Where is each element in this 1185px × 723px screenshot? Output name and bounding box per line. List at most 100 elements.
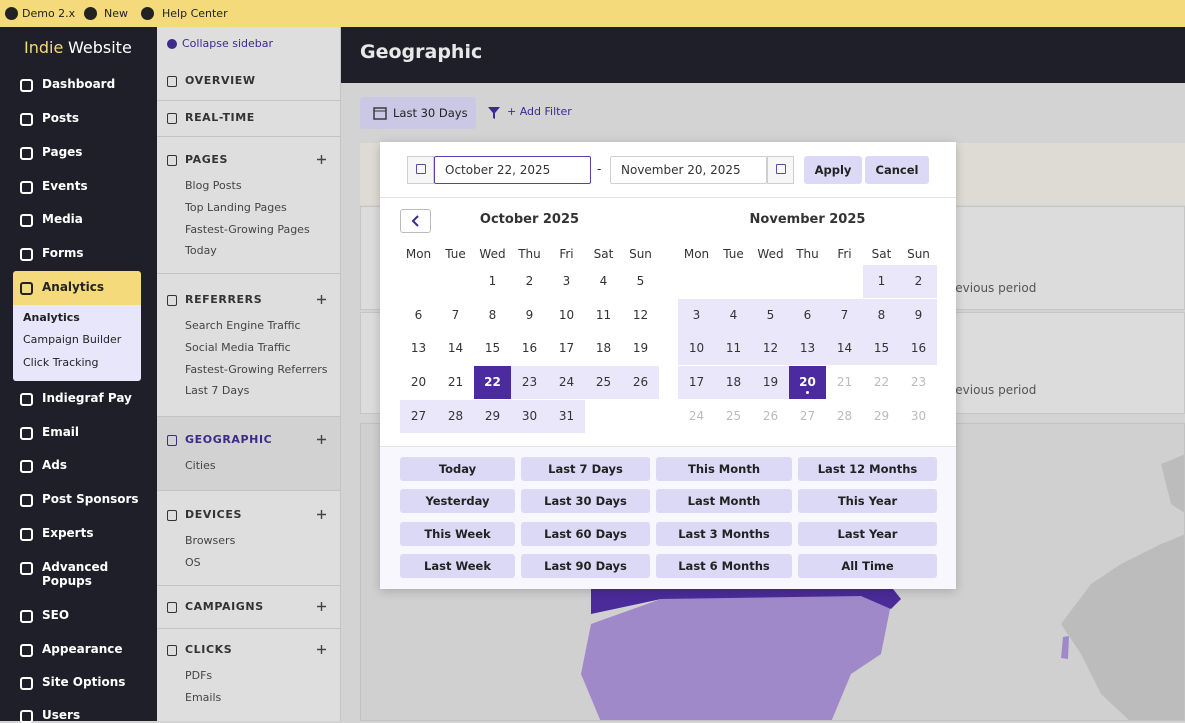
day[interactable]: 3 (562, 274, 571, 288)
day[interactable]: 26 (622, 366, 659, 400)
day[interactable]: 16 (521, 341, 538, 356)
day[interactable]: 12 (752, 332, 789, 366)
preset-button[interactable]: Today (400, 457, 515, 481)
day[interactable]: 9 (900, 298, 937, 332)
expand-icon[interactable] (316, 434, 327, 445)
expand-icon[interactable] (316, 294, 327, 305)
day[interactable]: 14 (447, 341, 464, 356)
preset-button[interactable]: Last 6 Months (656, 553, 792, 578)
preset-button[interactable]: Yesterday (400, 489, 515, 514)
collapse-link[interactable]: Collapse sidebar (182, 37, 274, 50)
submenu-item[interactable]: Campaign Builder (23, 333, 122, 346)
day[interactable]: 11 (595, 307, 612, 322)
day[interactable]: 22 (474, 366, 511, 400)
day[interactable]: 18 (715, 366, 752, 400)
day[interactable]: 27 (400, 399, 437, 433)
day[interactable]: 2 (900, 265, 937, 298)
menu-item[interactable]: Users (42, 708, 81, 722)
section-link[interactable]: Last 7 Days (185, 384, 250, 397)
day[interactable]: 12 (632, 307, 649, 322)
day[interactable]: 15 (484, 341, 501, 356)
day[interactable]: 21 (447, 375, 464, 390)
section-link[interactable]: Fastest-Growing Referrers (185, 363, 328, 376)
day[interactable]: 9 (525, 307, 534, 322)
preset-button[interactable]: This Month (656, 457, 792, 481)
day[interactable]: 5 (636, 274, 645, 288)
day[interactable]: 8 (863, 298, 900, 332)
expand-icon[interactable] (316, 154, 327, 165)
day[interactable]: 20 (789, 366, 826, 400)
section-title[interactable]: OVERVIEW (185, 74, 256, 87)
day[interactable]: 4 (599, 274, 608, 288)
day[interactable]: 6 (789, 298, 826, 332)
preset-button[interactable]: Last Month (656, 489, 792, 514)
day[interactable]: 29 (474, 399, 511, 433)
menu-item[interactable]: Advanced Popups (42, 560, 109, 588)
section-title[interactable]: CAMPAIGNS (185, 600, 264, 613)
expand-icon[interactable] (316, 509, 327, 520)
cancel-button[interactable]: Cancel (865, 156, 929, 184)
day[interactable]: 23 (511, 366, 548, 400)
section-title[interactable]: PAGES (185, 153, 229, 166)
preset-button[interactable]: Last Week (400, 553, 515, 578)
section-link[interactable]: Today (185, 244, 217, 257)
section-link[interactable]: Emails (185, 691, 222, 704)
day[interactable]: 17 (558, 341, 575, 356)
day[interactable]: 28 (437, 399, 474, 433)
day[interactable]: 3 (678, 298, 715, 332)
prev-month[interactable] (400, 209, 431, 233)
day[interactable]: 7 (451, 307, 460, 322)
day[interactable]: 30 (511, 399, 548, 433)
preset-button[interactable]: This Week (400, 521, 515, 546)
day[interactable]: 6 (414, 307, 423, 322)
menu-item[interactable]: Experts (42, 526, 94, 540)
preset-button[interactable]: Last Year (798, 521, 937, 546)
day[interactable]: 24 (548, 366, 585, 400)
range-button[interactable]: Last 30 Days (360, 97, 476, 129)
top-link[interactable]: Demo 2.x (22, 7, 76, 20)
day[interactable]: 14 (826, 332, 863, 366)
section-title[interactable]: DEVICES (185, 508, 242, 521)
preset-button[interactable]: Last 3 Months (656, 521, 792, 546)
submenu-item[interactable]: Analytics (23, 311, 80, 324)
day[interactable]: 10 (558, 307, 575, 322)
section-title[interactable]: REAL-TIME (185, 111, 255, 124)
day[interactable]: 1 (863, 265, 900, 298)
section-title[interactable]: GEOGRAPHIC (185, 433, 273, 446)
menu-item[interactable]: Ads (42, 458, 68, 472)
preset-button[interactable]: This Year (798, 489, 937, 514)
preset-button[interactable]: Last 90 Days (521, 553, 650, 578)
day[interactable]: 7 (826, 298, 863, 332)
day[interactable]: 13 (410, 341, 427, 356)
expand-icon[interactable] (316, 644, 327, 655)
day[interactable]: 31 (548, 399, 585, 433)
top-link[interactable]: Help Center (162, 7, 228, 20)
menu-item[interactable]: Dashboard (42, 77, 116, 91)
section-link[interactable]: Top Landing Pages (185, 201, 287, 214)
section-link[interactable]: Browsers (185, 534, 236, 547)
section-link[interactable]: Search Engine Traffic (185, 319, 301, 332)
day[interactable]: 5 (752, 298, 789, 332)
menu-item[interactable]: Email (42, 425, 80, 439)
menu-item[interactable]: SEO (42, 608, 70, 622)
menu-item[interactable]: Post Sponsors (42, 492, 139, 506)
section-link[interactable]: PDFs (185, 669, 213, 682)
day[interactable]: 17 (678, 366, 715, 400)
day[interactable]: 8 (488, 307, 497, 322)
apply-button[interactable]: Apply (804, 156, 862, 184)
section-link[interactable]: Cities (185, 459, 216, 472)
day[interactable]: 4 (715, 298, 752, 332)
menu-item[interactable]: Appearance (42, 642, 123, 656)
day[interactable]: 18 (595, 341, 612, 356)
section-link[interactable]: OS (185, 556, 201, 569)
menu-item[interactable]: Posts (42, 111, 80, 125)
submenu-item[interactable]: Click Tracking (23, 356, 99, 369)
day[interactable]: 19 (632, 341, 649, 356)
day[interactable]: 20 (410, 375, 427, 390)
preset-button[interactable]: Last 7 Days (521, 457, 650, 481)
menu-item[interactable]: Forms (42, 246, 84, 260)
preset-button[interactable]: Last 60 Days (521, 521, 650, 546)
section-link[interactable]: Fastest-Growing Pages (185, 223, 310, 236)
top-link[interactable]: New (104, 7, 128, 20)
preset-button[interactable]: All Time (798, 553, 937, 578)
